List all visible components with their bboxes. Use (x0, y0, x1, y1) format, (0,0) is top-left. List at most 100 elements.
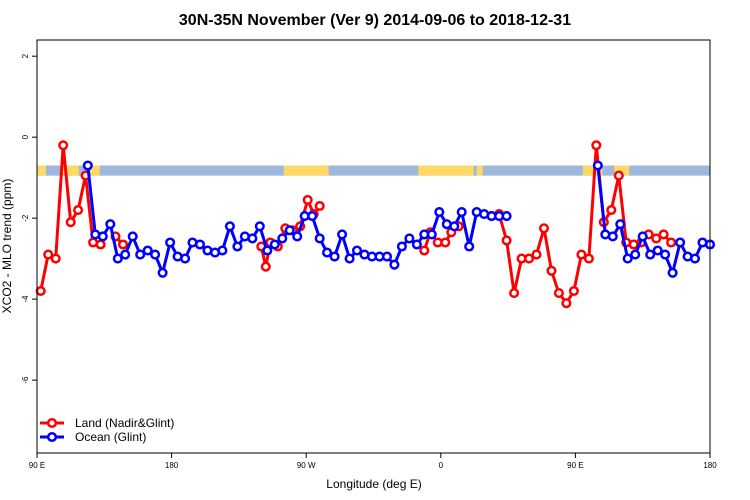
data-point (247, 233, 258, 244)
data-point (307, 211, 318, 222)
ocean-strip (37, 165, 710, 176)
y-tick-label: -2 (21, 214, 30, 222)
x-tick-label: 180 (165, 461, 179, 470)
x-tick-label: 90 E (29, 461, 45, 470)
data-point (262, 245, 273, 256)
data-point (576, 249, 587, 260)
legend-ocean-label: Ocean (Glint) (75, 430, 146, 444)
data-point (615, 219, 626, 230)
y-tick-label: -4 (21, 295, 30, 303)
data-point (43, 249, 54, 260)
data-point (561, 298, 572, 309)
data-point (613, 170, 624, 181)
data-point (58, 140, 69, 151)
data-point (194, 239, 206, 250)
data-point (224, 221, 235, 232)
data-point (35, 285, 46, 297)
data-point (651, 233, 662, 244)
data-point (389, 259, 400, 270)
y-axis: 2 0 -2 -4 -6 (21, 53, 37, 384)
data-point (329, 251, 340, 262)
data-point (95, 239, 106, 250)
data-point (73, 205, 84, 216)
data-point (105, 219, 116, 230)
data-point (396, 241, 407, 252)
data-point (284, 225, 295, 236)
data-point (135, 249, 146, 260)
plot-area-frame (36, 39, 711, 454)
x-tick-label: 0 (439, 461, 444, 470)
data-point (658, 229, 669, 240)
data-point (645, 249, 656, 260)
data-point (583, 253, 594, 264)
land-span (418, 165, 474, 176)
land-span (476, 165, 483, 176)
data-point (157, 267, 168, 278)
land-span (37, 165, 46, 176)
data-point (523, 253, 535, 264)
data-point (232, 241, 243, 252)
data-point (440, 237, 451, 248)
x-axis: 90 E 180 90 W 0 90 E 180 (29, 453, 717, 470)
data-point (120, 249, 131, 260)
data-point (117, 239, 129, 250)
x-tick-label: 90 E (567, 461, 583, 470)
data-point (142, 245, 153, 256)
data-point (165, 237, 176, 248)
data-point (404, 233, 415, 244)
data-point (538, 223, 550, 234)
data-point (82, 160, 93, 171)
x-axis-label: Longitude (deg E) (326, 477, 421, 491)
data-point (531, 249, 542, 260)
data-point (419, 245, 430, 256)
data-point (689, 253, 701, 264)
x-tick-label: 90 W (297, 461, 316, 470)
land-span (614, 165, 630, 176)
data-point (449, 221, 460, 232)
chart-title: 30N-35N November (Ver 9) 2014-09-06 to 2… (179, 12, 571, 29)
data-point (637, 231, 648, 242)
data-point (127, 231, 138, 242)
data-point (337, 229, 348, 240)
data-point (97, 231, 108, 242)
y-axis-label: XCO2 - MLO trend (ppm) (0, 179, 14, 314)
data-point (607, 231, 618, 242)
land-ocean-strip (37, 165, 710, 176)
data-point (568, 285, 579, 297)
data-point (622, 253, 633, 264)
data-point (652, 245, 663, 256)
data-point (112, 253, 123, 264)
data-point (150, 249, 161, 260)
y-tick-label: 0 (21, 134, 30, 139)
data-point (546, 265, 557, 276)
data-point (434, 207, 445, 218)
series-layer (35, 140, 716, 309)
data-point (217, 245, 228, 256)
series-ocean (82, 160, 716, 278)
y-tick-label: 2 (21, 53, 30, 58)
data-point (464, 241, 475, 252)
data-point (314, 233, 325, 244)
data-point (666, 237, 677, 248)
data-point (667, 267, 678, 278)
data-point (630, 249, 641, 260)
data-point (344, 253, 355, 264)
data-point (456, 207, 467, 218)
data-point (606, 205, 617, 216)
data-point (660, 249, 671, 260)
data-point (553, 288, 564, 299)
x-tick-label: 180 (703, 461, 717, 470)
legend: Land (Nadir&Glint) Ocean (Glint) (40, 416, 174, 444)
data-point (591, 140, 602, 151)
data-point (292, 231, 303, 242)
legend-ocean-marker (46, 431, 58, 443)
data-point (592, 160, 603, 171)
land-span (283, 165, 329, 176)
land-span (60, 165, 79, 176)
data-point (314, 200, 325, 212)
data-point (426, 229, 437, 240)
data-point (675, 237, 686, 248)
data-point (260, 261, 271, 272)
data-point (254, 221, 265, 232)
